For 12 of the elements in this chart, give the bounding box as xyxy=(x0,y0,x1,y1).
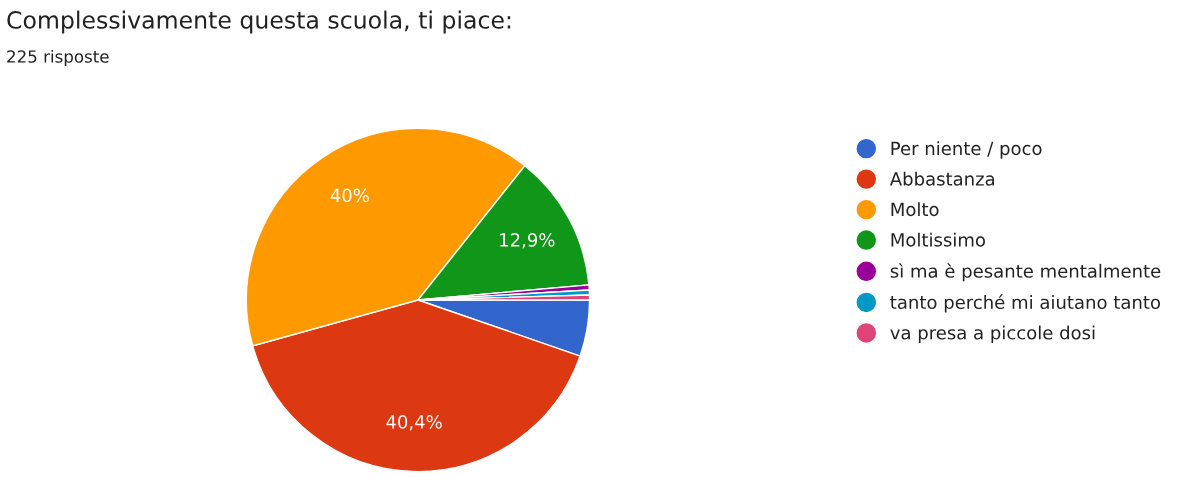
data-label: 40,4% xyxy=(386,415,442,431)
legend-label: tanto perché mi aiutano tanto xyxy=(890,294,1160,313)
data-label: 12,9% xyxy=(500,233,555,249)
legend-label: Moltissimo xyxy=(891,232,985,247)
legend-label: Per niente / poco xyxy=(891,141,1042,159)
legend-label: Abbastanza xyxy=(889,171,995,186)
legend-label: va presa a piccole dosi xyxy=(890,325,1095,344)
chart-title: Complessivamente questa scuola, ti piace: xyxy=(7,10,511,34)
text: 225 risposte xyxy=(7,49,109,67)
data-label: 40% xyxy=(330,188,369,203)
legend-label: Molto xyxy=(891,202,939,217)
legend-label: sì ma è pesante mentalmente xyxy=(890,263,1161,282)
